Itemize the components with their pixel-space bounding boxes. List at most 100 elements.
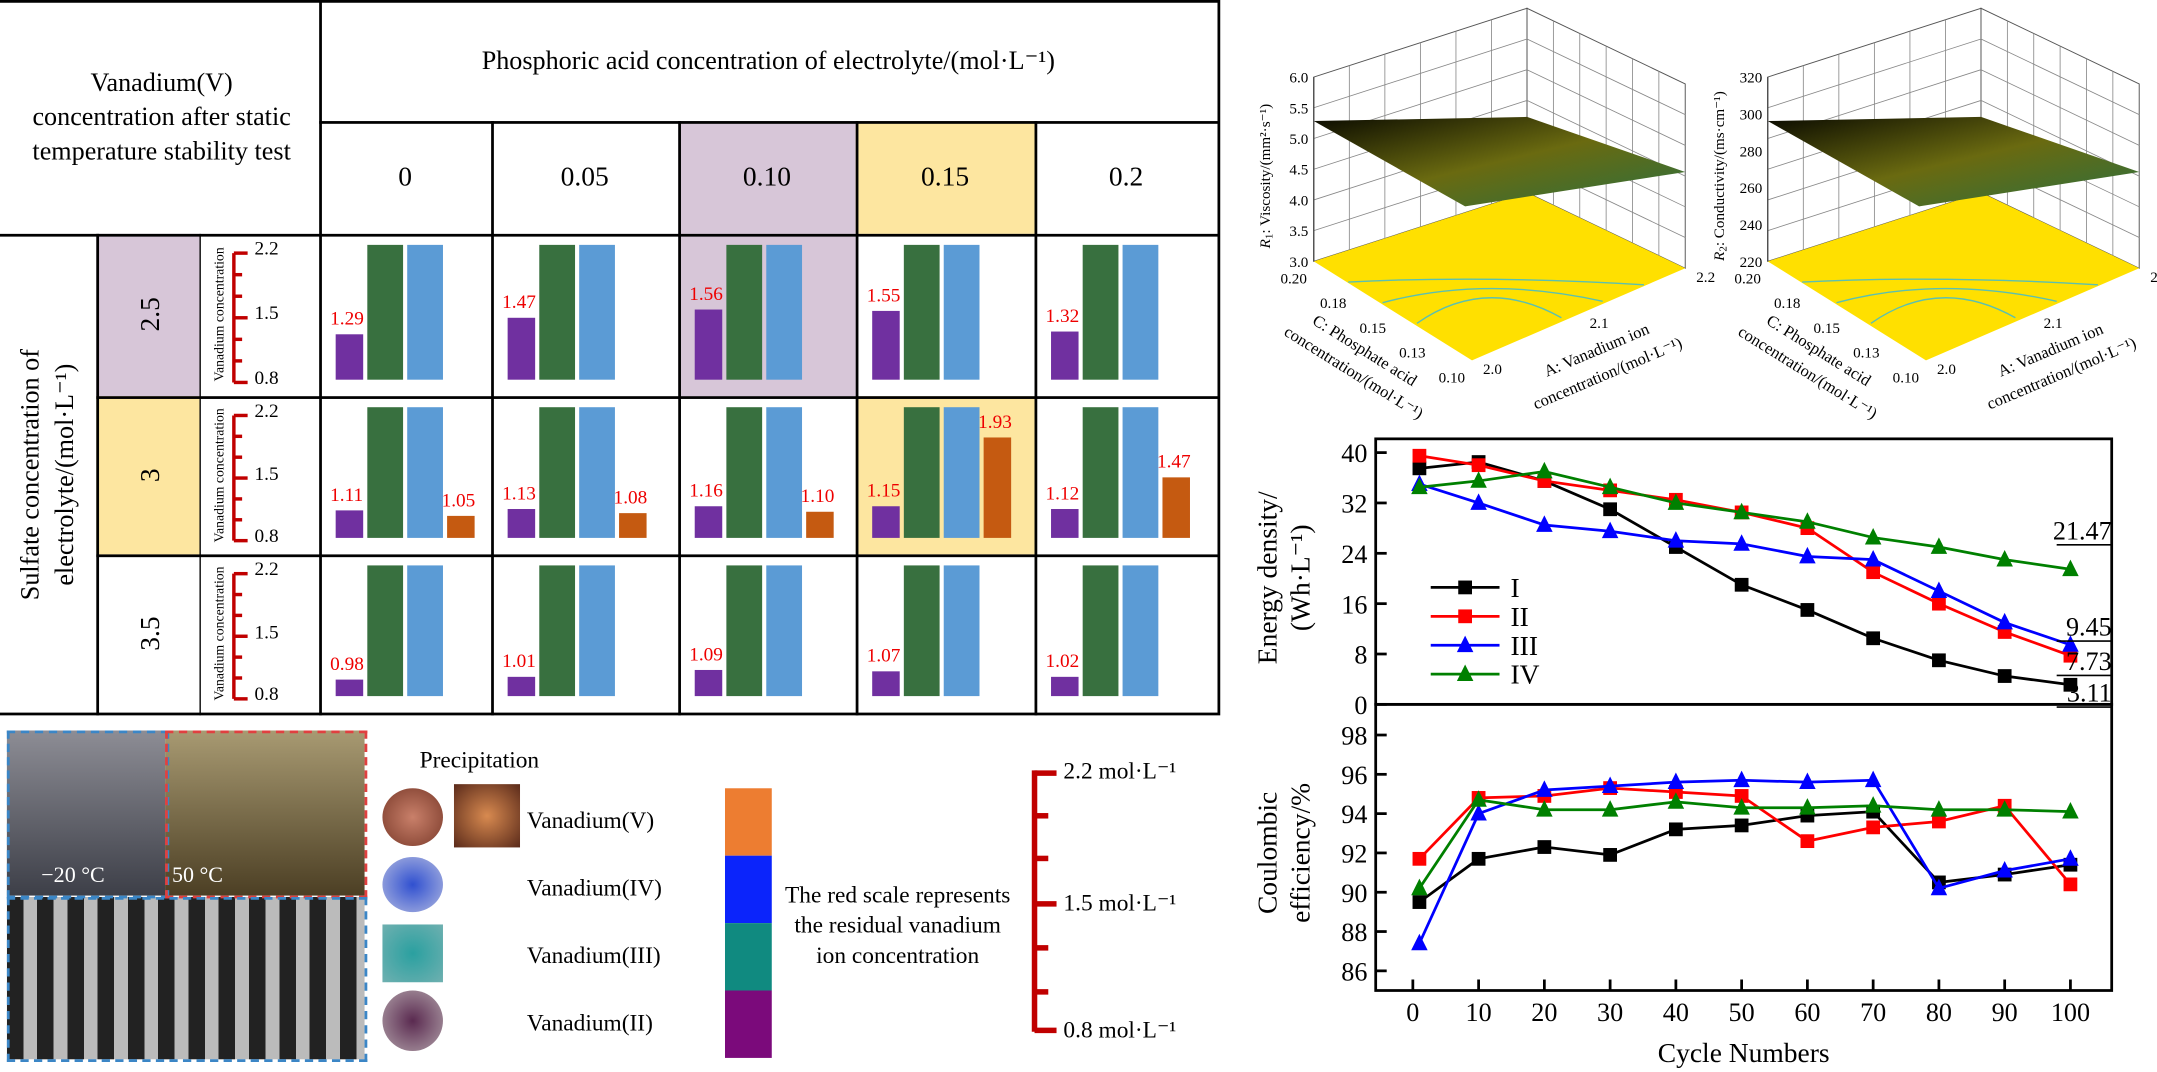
z-tick-label: 4.5: [1289, 163, 1308, 179]
legend-marker: [1458, 609, 1472, 624]
hot-temp-label: 50 °C: [171, 863, 223, 888]
z-tick-label: 220: [1740, 255, 1763, 271]
precip-photo-v: [382, 788, 443, 847]
z-tick-label: 4.0: [1289, 193, 1308, 209]
scale-label-top: 2.2 mol·L⁻¹: [1063, 758, 1177, 785]
data-point: [1733, 534, 1750, 551]
a-tick-label: 2.1: [2044, 316, 2063, 332]
c-tick-label: 0.15: [1360, 321, 1386, 337]
a-tick-label: 2.2: [2150, 270, 2157, 286]
legend-color-swatch: [724, 855, 772, 924]
contour-line: [1416, 297, 1562, 324]
x-tick-label: 70: [1860, 998, 1886, 1027]
vanadium-iv-bar: [766, 244, 803, 380]
response-surface: [1767, 116, 2140, 207]
c-tick-label: 0.20: [1280, 271, 1306, 287]
data-point: [1799, 772, 1816, 790]
residual-value-label: 1.32: [1045, 306, 1080, 328]
data-point: [1864, 796, 1882, 813]
c-tick-label: 0.18: [1774, 296, 1800, 312]
data-point: [1800, 603, 1815, 617]
data-point: [1412, 851, 1427, 866]
data-point: [1864, 527, 1882, 545]
vanadium-scale: [232, 571, 248, 701]
a-tick-label: 2.0: [1483, 362, 1502, 378]
row-header: 3: [135, 467, 166, 482]
scale-tick-label: 0.8: [254, 368, 279, 390]
red-scale: [1031, 770, 1057, 1034]
y-tick-label: 40: [1341, 439, 1367, 468]
data-point: [1470, 493, 1487, 510]
data-point: [2063, 648, 2078, 663]
data-point: [1470, 471, 1487, 488]
residual-value-label: 1.13: [502, 483, 536, 505]
x-tick-label: 0: [1406, 998, 1419, 1027]
scale-axis-label: Vanadium concentration: [212, 247, 228, 382]
data-point: [1734, 789, 1749, 803]
x-axis-label: Cycle Numbers: [1658, 1037, 1830, 1068]
contour-line: [1802, 278, 2098, 286]
data-point: [1412, 461, 1427, 476]
data-point: [1996, 860, 2013, 878]
x-tick-label: 90: [1992, 998, 2018, 1027]
response-surface: [1313, 116, 1686, 207]
y-tick-label: 24: [1341, 540, 1367, 569]
vanadium-v-residual-bar: [335, 510, 364, 538]
legend-label: I: [1511, 572, 1520, 603]
vials-region-frame: [6, 896, 368, 1063]
scale-tick-label: 0.8: [254, 685, 279, 706]
a-tick-label: 2.0: [1937, 362, 1956, 378]
x-tick-label: 100: [2051, 998, 2090, 1027]
vanadium-v-residual-bar: [872, 310, 900, 380]
ce-y-label: Coulombic efficiency/%: [1252, 783, 1316, 923]
vanadium-v-residual-bar: [872, 671, 900, 697]
residual-value-label: 1.16: [689, 480, 723, 502]
residual-value-label: 1.07: [866, 647, 901, 668]
residual-value-label: 1.56: [689, 284, 723, 306]
contour-line: [1870, 297, 2016, 324]
vanadium-iv-bar: [1122, 407, 1159, 538]
legend-label: IV: [1511, 659, 1540, 690]
x-tick-label: 10: [1466, 998, 1492, 1027]
data-point: [1996, 800, 2013, 817]
c-tick-label: 0.15: [1814, 321, 1840, 337]
data-point: [1411, 477, 1428, 495]
precipitate-bar: [619, 512, 647, 538]
precipitate-value-label: 1.93: [978, 412, 1012, 433]
scale-tick-label: 1.5: [254, 304, 279, 325]
vanadium-iv-bar: [943, 565, 980, 697]
a-tick-label: 2.2: [1696, 270, 1715, 286]
scale-tick-label: 2.2: [254, 559, 279, 581]
vanadium-iii-bar: [367, 244, 404, 380]
scale-tick-label: 0.8: [254, 526, 279, 548]
vanadium-iii-bar: [1082, 407, 1119, 538]
z-tick-label: 320: [1740, 71, 1763, 87]
legend-color-swatch: [724, 923, 772, 991]
vanadium-scale: [232, 251, 248, 385]
residual-value-label: 1.47: [502, 293, 536, 314]
vanadium-v-residual-bar: [507, 508, 536, 538]
vanadium-iii-bar: [1082, 565, 1119, 697]
residual-value-label: 1.02: [1045, 651, 1080, 673]
vanadium-iii-bar: [726, 407, 763, 538]
vanadium-iv-bar: [766, 407, 803, 538]
precipitate-bar: [806, 511, 834, 538]
vanadium-iv-bar: [407, 244, 443, 380]
vanadium-scale: [232, 413, 248, 543]
column-header: 0.10: [742, 161, 792, 192]
data-point: [1733, 770, 1750, 788]
vanadium-iii-bar: [367, 407, 404, 538]
vanadium-iii-bar: [367, 565, 404, 697]
data-point: [1536, 780, 1553, 797]
data-point: [1412, 895, 1427, 909]
precipitation-title: Precipitation: [419, 747, 540, 774]
y-tick-label: 88: [1341, 918, 1367, 947]
y-tick-label: 98: [1341, 722, 1367, 751]
precipitate-value-label: 1.08: [613, 488, 648, 509]
c-tick-label: 0.18: [1320, 296, 1346, 312]
data-point: [1800, 834, 1815, 849]
vanadium-iv-bar: [943, 244, 980, 380]
scale-label-mid: 1.5 mol·L⁻¹: [1063, 890, 1177, 917]
vanadium-v-residual-bar: [1051, 509, 1079, 538]
